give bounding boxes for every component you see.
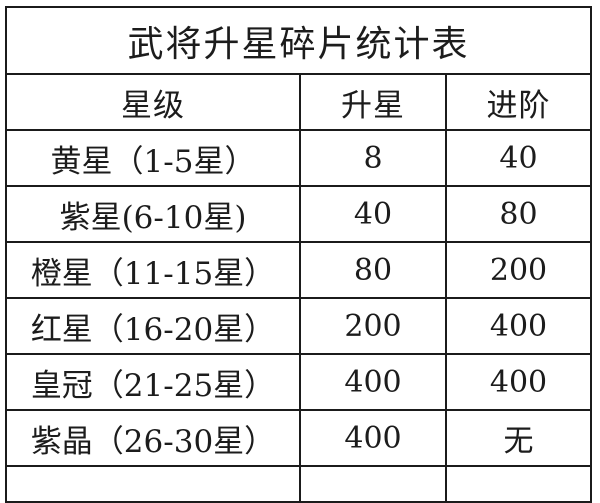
cell-level: 皇冠（21-25星） [5,353,301,411]
table-row: 皇冠（21-25星） 400 400 [5,353,592,411]
table-title-row: 武将升星碎片统计表 [5,6,592,75]
table-row: 紫晶（26-30星） 400 无 [5,409,592,467]
cell-advance: 80 [445,185,592,243]
column-header-upstar: 升星 [299,73,447,131]
cell-upstar: 200 [299,297,447,355]
cell-level: 紫星(6-10星) [5,185,301,243]
cell-upstar: 80 [299,241,447,299]
cell-level: 紫晶（26-30星） [5,409,301,467]
table-row: 红星（16-20星） 200 400 [5,297,592,355]
table-title: 武将升星碎片统计表 [5,6,592,75]
cell-advance: 400 [445,297,592,355]
clipped-cell [445,465,592,503]
cell-advance: 无 [445,409,592,467]
clipped-cell [5,465,301,503]
clipped-partial-row [5,465,592,503]
cell-advance: 40 [445,129,592,187]
cell-level: 红星（16-20星） [5,297,301,355]
cell-upstar: 400 [299,409,447,467]
cell-upstar: 40 [299,185,447,243]
column-header-advance: 进阶 [445,73,592,131]
cell-advance: 400 [445,353,592,411]
cell-upstar: 8 [299,129,447,187]
cell-advance: 200 [445,241,592,299]
table-row: 紫星(6-10星) 40 80 [5,185,592,243]
cell-level: 橙星（11-15星） [5,241,301,299]
fragment-stats-table: 武将升星碎片统计表 星级 升星 进阶 黄星（1-5星） 8 40 紫星(6-10… [5,6,592,503]
table-row: 橙星（11-15星） 80 200 [5,241,592,299]
cell-upstar: 400 [299,353,447,411]
column-header-level: 星级 [5,73,301,131]
table-header-row: 星级 升星 进阶 [5,73,592,131]
cell-level: 黄星（1-5星） [5,129,301,187]
clipped-cell [299,465,447,503]
table-row: 黄星（1-5星） 8 40 [5,129,592,187]
